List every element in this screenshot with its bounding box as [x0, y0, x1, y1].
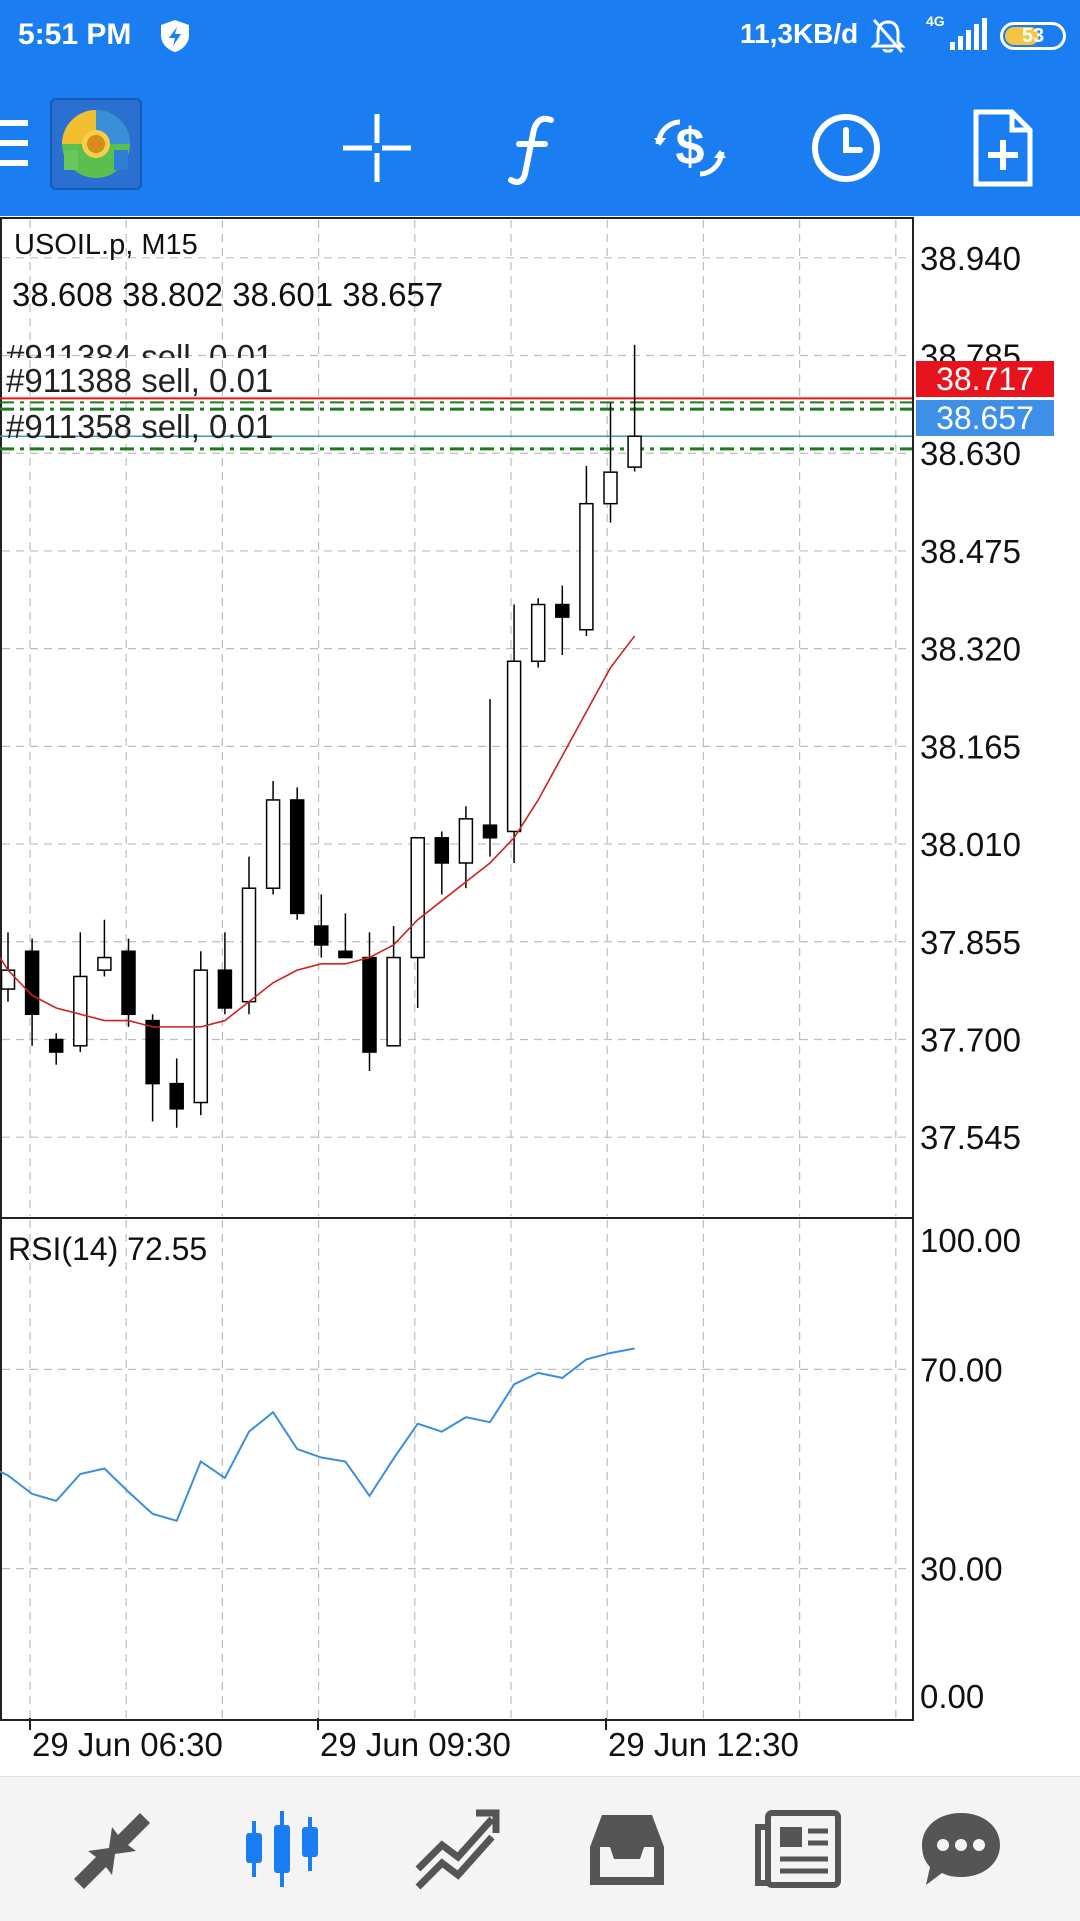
- candle-bear: [338, 950, 353, 959]
- metatrader-logo-graphic: [62, 110, 130, 178]
- status-time: 5:51 PM: [18, 18, 132, 51]
- network-type: 4G: [926, 13, 945, 29]
- quotes-icon[interactable]: [66, 1807, 156, 1891]
- bottom-navigation: [0, 1776, 1080, 1921]
- candle-bear: [121, 950, 136, 1016]
- trade-icon[interactable]: $: [650, 108, 730, 188]
- bid-price-tag: [916, 400, 1054, 436]
- candle-bear: [434, 837, 450, 864]
- ohlc-values: 38.608 38.802 38.601 38.657: [12, 276, 443, 313]
- candle-bull: [458, 818, 474, 864]
- news-icon[interactable]: [754, 1807, 844, 1891]
- price-axis-label: 37.700: [920, 1021, 1021, 1058]
- battery-percent: 53: [1021, 25, 1045, 47]
- candle-bear: [48, 1038, 64, 1053]
- rsi-title: RSI(14) 72.55: [8, 1231, 207, 1267]
- candle-bull: [627, 435, 642, 468]
- chat-icon[interactable]: [916, 1807, 1006, 1891]
- bid-price-label: 38.657: [936, 400, 1034, 436]
- price-axis-label: 38.165: [920, 728, 1021, 765]
- chart-area[interactable]: 38.940 38.785 38.630 38.475 38.320 38.165 38.0…: [0, 216, 1080, 1776]
- candles: [0, 344, 642, 1128]
- candle-bear: [217, 969, 233, 1009]
- order-label-911358[interactable]: #911358 sell, 0.01: [6, 408, 273, 445]
- rsi-axis: 100.00 70.00 30.00 0.00: [920, 1222, 1021, 1715]
- candle-bear: [314, 925, 329, 946]
- candle-bull: [241, 887, 257, 1003]
- candle-bull: [506, 660, 522, 833]
- rsi-axis-label: 30.00: [920, 1551, 1003, 1588]
- history-icon[interactable]: [582, 1807, 672, 1891]
- price-chart[interactable]: 38.94038.78538.63038.47538.32038.16538.0…: [0, 216, 1080, 1776]
- price-axis: 38.94038.78538.63038.47538.32038.16538.0…: [920, 240, 1021, 1156]
- trade-nav-icon[interactable]: [412, 1807, 502, 1891]
- shield-icon: [161, 20, 189, 52]
- metatrader-logo[interactable]: [50, 98, 142, 190]
- order-label-911388[interactable]: #911388 sell, 0.01: [6, 362, 273, 399]
- status-bar: 5:51 PM 11,3KB/d 4G 53: [0, 0, 1080, 72]
- chart-grid: [2, 220, 912, 1718]
- candle-bull: [530, 603, 546, 663]
- candle-bull: [410, 837, 425, 959]
- order-lines: [0, 397, 912, 451]
- moving-average-line: [0, 635, 636, 1028]
- candle-bull: [265, 799, 281, 889]
- candle-bear: [289, 799, 305, 915]
- ask-price-tag: [916, 361, 1054, 397]
- rsi-axis-label: 100.00: [920, 1222, 1021, 1259]
- candle-bull: [579, 502, 594, 631]
- candle-bull: [193, 969, 209, 1104]
- rsi-line: [0, 1347, 635, 1523]
- candle-bull: [603, 471, 618, 505]
- time-axis-label: 29 Jun 09:30: [320, 1726, 511, 1763]
- rsi-axis-label: 0.00: [920, 1678, 984, 1715]
- price-axis-label: 38.010: [920, 826, 1021, 863]
- price-axis-label: 38.320: [920, 631, 1021, 668]
- svg-text:$: $: [676, 118, 705, 176]
- price-axis-label: 37.545: [920, 1119, 1021, 1156]
- candle-bear: [362, 956, 377, 1053]
- menu-icon[interactable]: [0, 116, 30, 172]
- candle-bull: [386, 956, 401, 1047]
- candle-bull: [73, 975, 88, 1047]
- price-axis-label: 38.940: [920, 240, 1021, 277]
- candle-bear: [145, 1019, 160, 1085]
- time-axis-label: 29 Jun 06:30: [32, 1726, 223, 1763]
- rsi-pane: [0, 1217, 914, 1721]
- symbol-title: USOIL.p, M15: [14, 229, 198, 261]
- candle-bear: [482, 824, 498, 839]
- battery-fill: [1005, 27, 1039, 45]
- order-label-overlapped: #911384 sell, 0.01: [6, 338, 273, 375]
- battery-icon: 53: [1000, 22, 1066, 50]
- chart-toolbar: $: [0, 72, 1080, 216]
- price-axis-label: 37.855: [920, 924, 1021, 961]
- time-axis: 29 Jun 06:30 29 Jun 09:30 29 Jun 12:30: [29, 1718, 799, 1763]
- candle-bear: [169, 1082, 184, 1110]
- rsi-axis-label: 70.00: [920, 1351, 1003, 1388]
- indicators-icon[interactable]: [493, 108, 573, 188]
- candle-bull: [97, 956, 112, 971]
- candle-bull: [0, 969, 16, 990]
- ask-price-label: 38.717: [936, 361, 1034, 397]
- bell-muted-icon: [870, 19, 906, 53]
- timeframe-icon[interactable]: [806, 108, 886, 188]
- network-speed: 11,3KB/d: [740, 18, 859, 49]
- candle-bear: [24, 950, 40, 1016]
- chart-icon[interactable]: [238, 1807, 328, 1891]
- new-order-icon[interactable]: [962, 108, 1042, 188]
- price-axis-label: 38.475: [920, 533, 1021, 570]
- crosshair-icon[interactable]: [337, 108, 417, 188]
- time-axis-label: 29 Jun 12:30: [608, 1726, 799, 1763]
- candle-bear: [555, 603, 570, 618]
- signal-icon: [950, 18, 987, 50]
- price-axis-label: 38.630: [920, 435, 1021, 472]
